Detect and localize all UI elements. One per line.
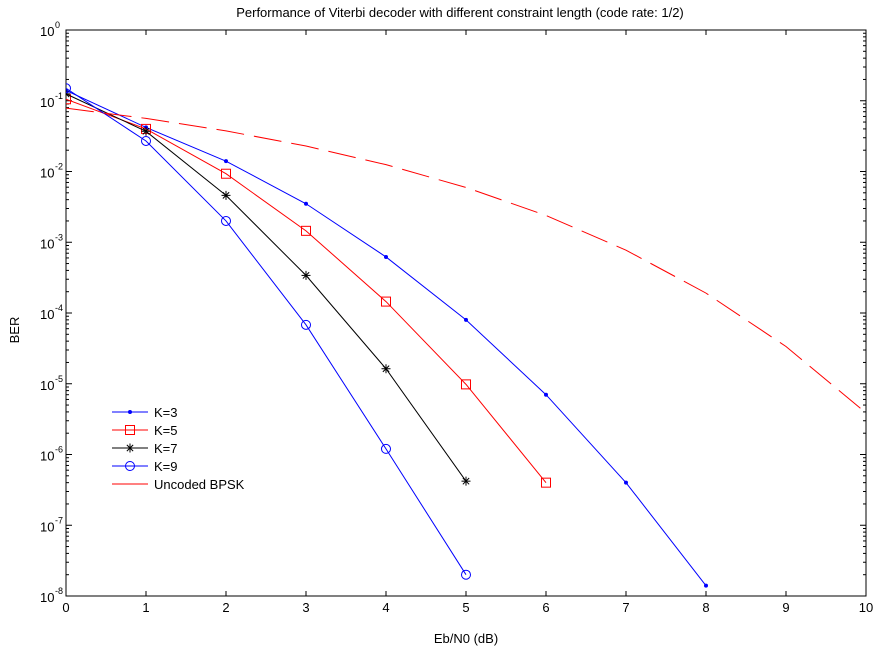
y-tick-label-exponent: -5 (55, 374, 63, 384)
data-point (221, 215, 231, 226)
y-tick-label-exponent: -4 (55, 303, 63, 313)
series-line (66, 87, 467, 575)
data-point (461, 476, 471, 486)
data-point (704, 583, 708, 588)
series-uncoded-bpsk (66, 107, 866, 414)
data-point (624, 480, 628, 485)
legend-entry: Uncoded BPSK (112, 477, 245, 492)
data-point (66, 83, 71, 94)
y-tick-label-base: 10 (40, 519, 54, 534)
legend-label: Uncoded BPSK (154, 477, 245, 492)
y-tick-label-exponent: -2 (55, 162, 63, 172)
data-point (224, 159, 228, 164)
data-point (381, 443, 391, 454)
legend-label: K=9 (154, 459, 178, 474)
data-point (141, 135, 151, 146)
y-tick-label-base: 10 (40, 378, 54, 393)
chart-title: Performance of Viterbi decoder with diff… (236, 5, 684, 20)
y-tick-label-exponent: -3 (55, 232, 63, 242)
y-tick-label-exponent: -7 (55, 515, 63, 525)
data-point (301, 319, 311, 330)
series-line (66, 107, 866, 414)
legend-entry: K=9 (112, 459, 178, 474)
data-point (221, 168, 231, 179)
x-tick-label: 9 (782, 600, 789, 615)
legend: K=3 K=5 K=7 K=9 Uncoded BPSK (112, 405, 245, 492)
y-tick-label-base: 10 (40, 95, 54, 110)
x-tick-label: 3 (302, 600, 309, 615)
y-tick-label-base: 10 (40, 590, 54, 605)
y-tick-label-base: 10 (40, 166, 54, 181)
x-tick-label: 8 (702, 600, 709, 615)
series-line (66, 93, 467, 482)
legend-entry: K=7 (112, 441, 178, 456)
data-point (221, 190, 231, 200)
x-tick-label: 10 (859, 600, 873, 615)
x-tick-label: 5 (462, 600, 469, 615)
legend-label: K=5 (154, 423, 178, 438)
legend-entry: K=3 (112, 405, 178, 420)
data-point (381, 296, 391, 307)
x-tick-label: 0 (62, 600, 69, 615)
x-tick-label: 7 (622, 600, 629, 615)
data-point (461, 379, 471, 390)
series-k-7 (66, 89, 471, 486)
legend-marker (125, 461, 135, 471)
data-point (304, 201, 308, 206)
data-point (461, 569, 471, 580)
legend-entry: K=5 (112, 423, 178, 438)
legend-label: K=3 (154, 405, 178, 420)
y-tick-label-base: 10 (40, 449, 54, 464)
data-point (141, 126, 151, 136)
data-point (301, 270, 311, 280)
y-tick-label-base: 10 (40, 236, 54, 251)
y-tick-label-exponent: 0 (55, 20, 60, 30)
data-series (66, 83, 866, 588)
y-tick-label-base: 10 (40, 24, 54, 39)
data-point (544, 392, 548, 397)
data-point (66, 89, 71, 99)
data-point (384, 254, 388, 259)
plot-area (65, 29, 867, 597)
legend-marker (128, 410, 132, 414)
y-tick-label-exponent: -8 (55, 586, 63, 596)
data-point (464, 317, 468, 322)
data-point (541, 477, 551, 488)
y-axis-label: BER (7, 317, 22, 344)
x-axis-label: Eb/N0 (dB) (434, 631, 498, 646)
legend-label: K=7 (154, 441, 178, 456)
data-point (66, 94, 71, 105)
series-k-9 (66, 83, 471, 580)
x-tick-label: 1 (142, 600, 149, 615)
x-tick-label: 4 (382, 600, 389, 615)
x-tick-label: 2 (222, 600, 229, 615)
data-point (381, 364, 391, 374)
data-point (301, 225, 311, 236)
y-tick-label-exponent: -1 (55, 91, 63, 101)
y-tick-label-base: 10 (40, 307, 54, 322)
x-tick-label: 6 (542, 600, 549, 615)
legend-marker (125, 443, 135, 453)
legend-marker (125, 425, 135, 435)
y-tick-label-exponent: -6 (55, 445, 63, 455)
